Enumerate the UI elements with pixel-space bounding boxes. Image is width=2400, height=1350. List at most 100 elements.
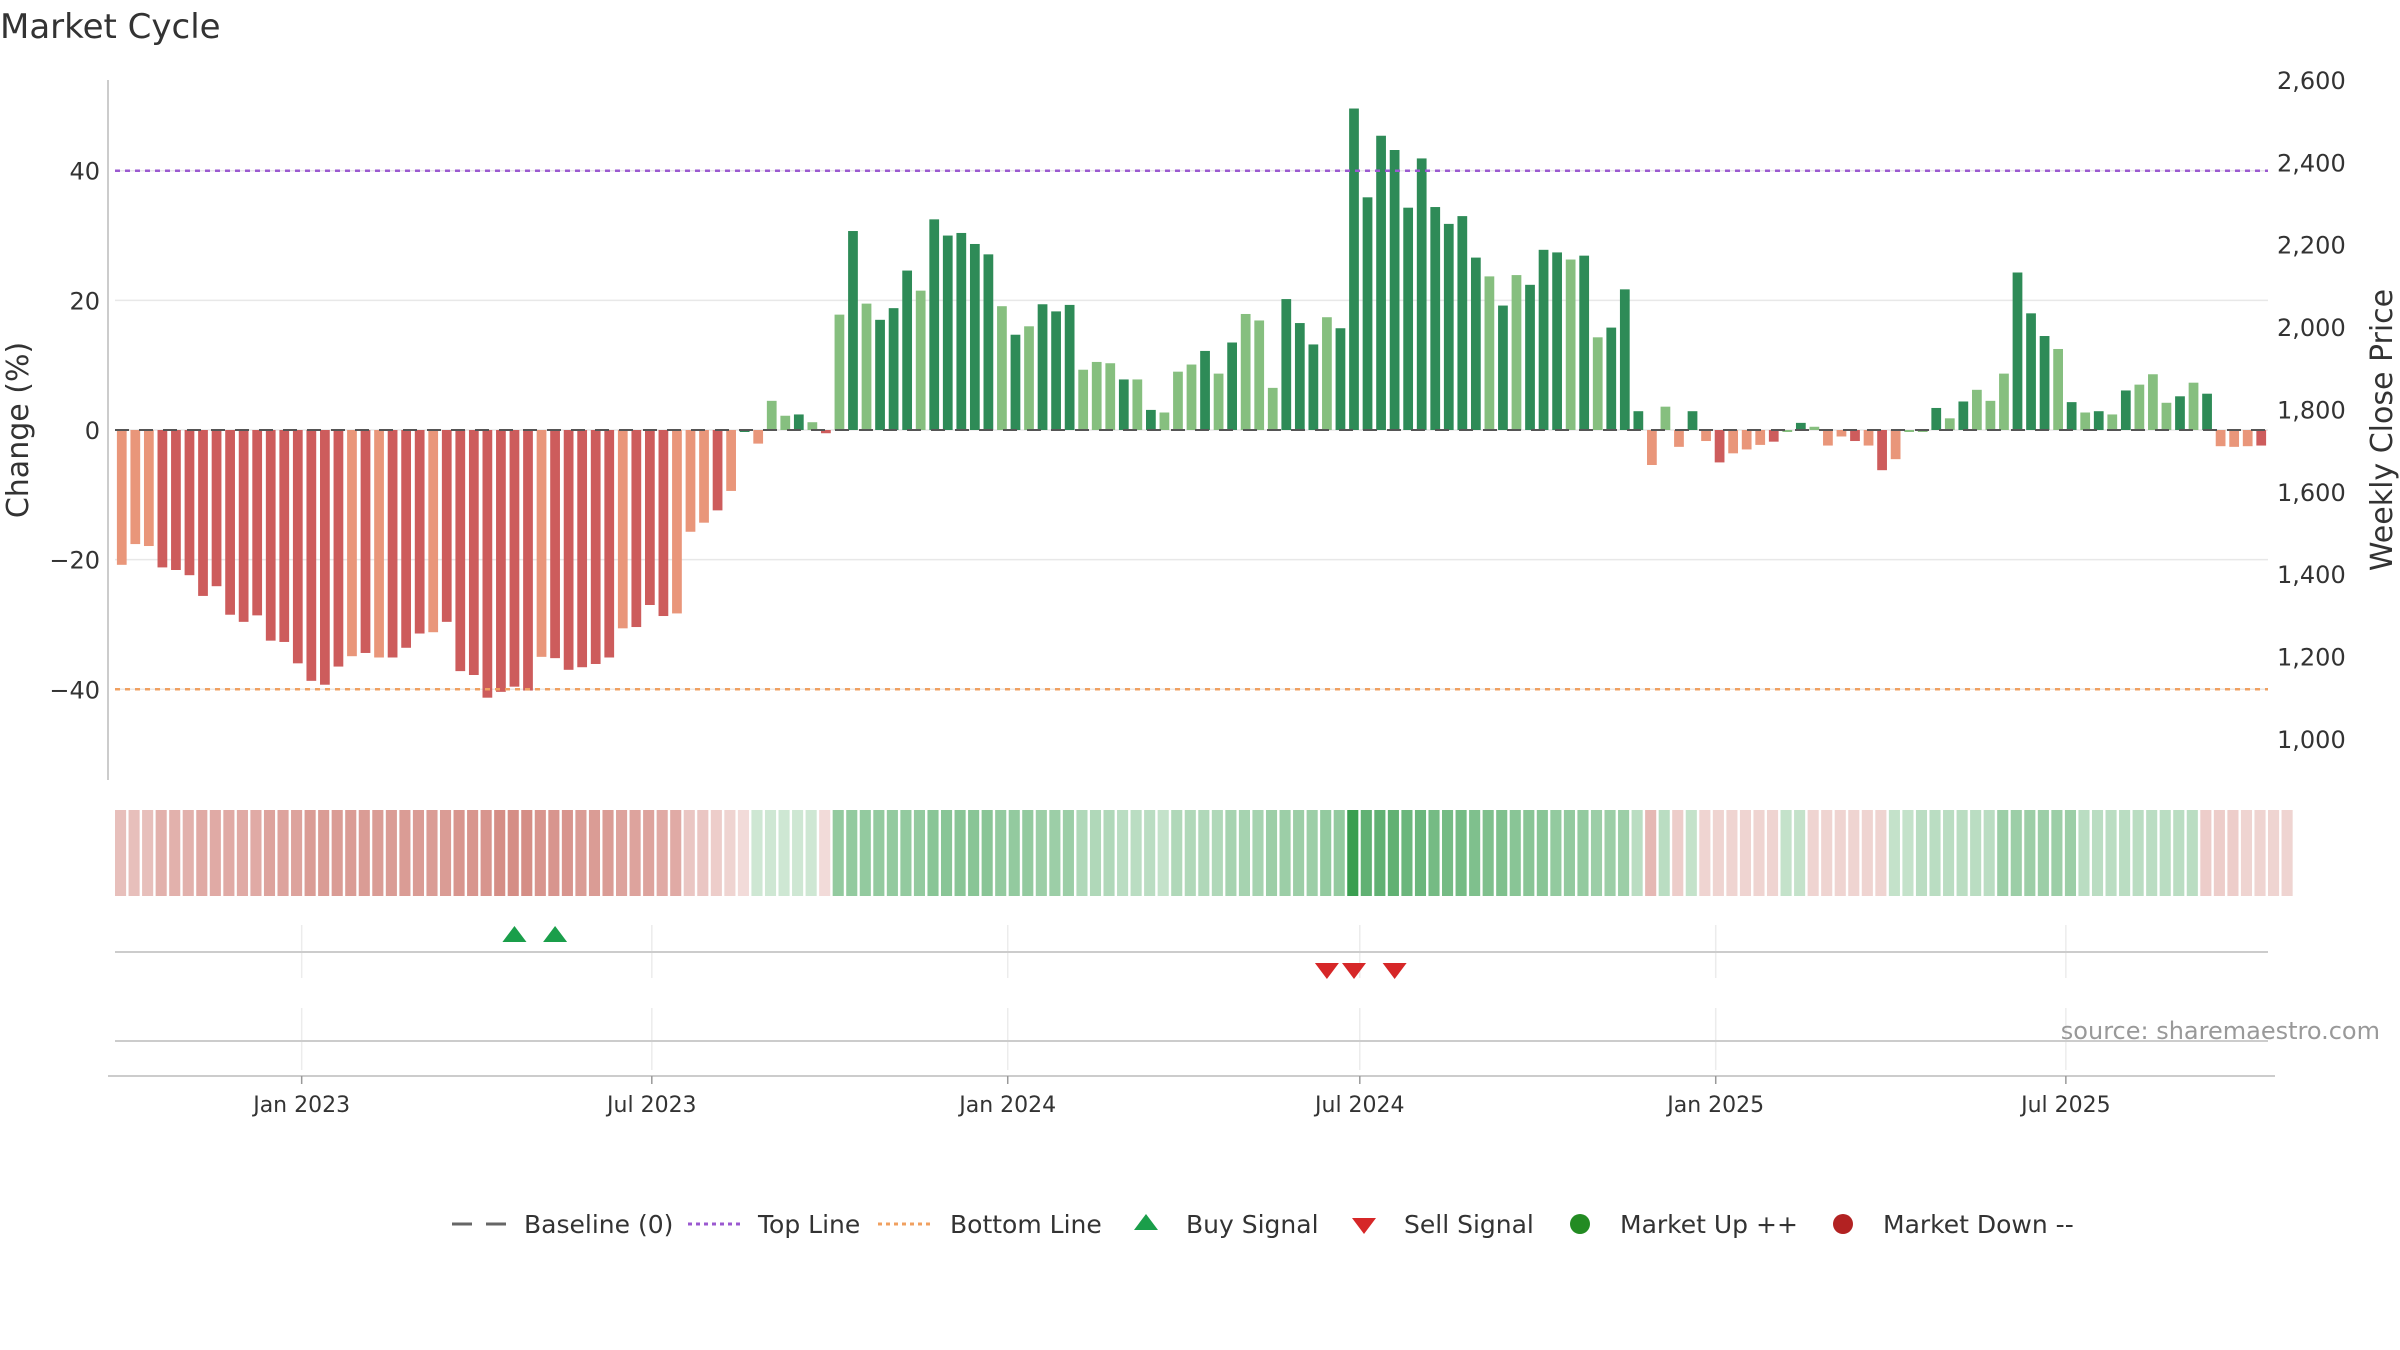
source-label: source: sharemaestro.com [2061, 1017, 2380, 1045]
strip-cell-76 [1144, 810, 1156, 896]
strip-cell-65 [995, 810, 1007, 896]
market-down-circle-icon [1833, 1214, 1853, 1234]
strip-cell-128 [1848, 810, 1860, 896]
strip-cell-15 [318, 810, 330, 896]
bar-67 [1024, 326, 1034, 430]
strip-cell-114 [1658, 810, 1670, 896]
bar-156 [2229, 430, 2240, 447]
strip-cell-21 [399, 810, 411, 896]
bar-92 [1362, 197, 1373, 430]
strip-cell-0 [115, 810, 127, 896]
bar-122 [1768, 430, 1779, 442]
strip-cell-138 [1983, 810, 1995, 896]
bar-105 [1538, 249, 1549, 430]
bar-44 [712, 430, 723, 511]
bar-51 [807, 422, 818, 430]
strip-cell-130 [1875, 810, 1887, 896]
bar-10 [252, 430, 263, 616]
strip-cell-115 [1672, 810, 1684, 896]
bar-45 [726, 430, 736, 491]
strength-strip [115, 810, 2293, 896]
bar-1 [130, 430, 141, 545]
strip-cell-50 [792, 810, 804, 896]
bar-31 [536, 430, 547, 657]
strip-cell-151 [2159, 810, 2171, 896]
bar-80 [1200, 350, 1210, 430]
bar-150 [2148, 374, 2158, 430]
bar-30 [523, 430, 533, 691]
bar-146 [2093, 411, 2104, 430]
strip-cell-112 [1631, 810, 1643, 896]
x-tick-label-0: Jan 2023 [251, 1093, 350, 1118]
strip-cell-108 [1577, 810, 1589, 896]
legend-bottom-line: Bottom Line [878, 1210, 1102, 1239]
y2-ticks: 2,600 2,400 2,200 2,000 1,800 1,600 1,400 1,200… [2277, 67, 2346, 754]
strip-cell-54 [846, 810, 858, 896]
bar-56 [875, 319, 885, 430]
strip-cell-140 [2010, 810, 2022, 896]
strip-cell-7 [209, 810, 221, 896]
strip-cell-48 [764, 810, 777, 896]
chart-title: Market Cycle [0, 7, 221, 47]
bar-84 [1254, 320, 1265, 430]
bar-12 [279, 430, 290, 642]
bar-64 [983, 254, 994, 430]
strip-cell-132 [1902, 810, 1914, 896]
bar-0 [116, 430, 127, 565]
strip-cell-145 [2078, 810, 2090, 896]
x-tick-label-4: Jan 2025 [1665, 1093, 1764, 1118]
strip-cell-22 [412, 810, 425, 896]
strip-cell-142 [2037, 810, 2049, 896]
strip-cell-94 [1387, 810, 1399, 896]
legend-baseline: Baseline (0) [452, 1210, 673, 1239]
bar-9 [238, 430, 249, 622]
strip-cell-155 [2213, 810, 2225, 896]
strip-cell-153 [2186, 810, 2198, 896]
strip-cell-57 [886, 810, 898, 896]
bar-94 [1389, 150, 1400, 430]
strip-cell-68 [1035, 810, 1047, 896]
bar-47 [753, 430, 764, 444]
bar-55 [861, 303, 872, 430]
strip-cell-135 [1943, 810, 1955, 896]
bar-74 [1118, 379, 1129, 430]
bar-32 [550, 430, 560, 659]
y2-tick-label-4: 1,800 [2277, 396, 2346, 424]
strip-cell-14 [304, 810, 316, 896]
bar-13 [292, 430, 303, 664]
strip-cell-149 [2132, 810, 2144, 896]
strip-cell-16 [331, 810, 343, 896]
y2-axis-title: Weekly Close Price [2365, 289, 2400, 571]
strip-cell-49 [778, 810, 790, 896]
x-tick-label-2: Jan 2024 [957, 1093, 1056, 1118]
bar-127 [1836, 430, 1847, 437]
strip-cell-143 [2051, 810, 2063, 896]
bar-25 [455, 430, 466, 672]
bar-8 [225, 430, 235, 615]
bar-124 [1795, 422, 1806, 430]
strip-cell-34 [575, 810, 587, 896]
strip-cell-61 [940, 810, 953, 896]
bar-75 [1132, 379, 1143, 430]
strip-cell-99 [1455, 810, 1467, 896]
bar-50 [793, 414, 804, 430]
strip-cell-2 [142, 810, 154, 896]
strip-cell-35 [588, 810, 601, 896]
strip-cell-107 [1563, 810, 1575, 896]
bar-21 [401, 430, 412, 648]
y2-tick-label-5: 1,600 [2277, 479, 2346, 507]
legend-baseline-label: Baseline (0) [524, 1210, 673, 1239]
legend-top-line: Top Line [688, 1210, 860, 1239]
market-panel [300, 1008, 2067, 1070]
strip-cell-117 [1699, 810, 1711, 896]
bar-18 [360, 430, 371, 653]
bar-128 [1850, 430, 1860, 442]
bar-134 [1931, 407, 1942, 430]
bar-85 [1267, 387, 1278, 430]
y-tick-label-4: −40 [49, 676, 100, 704]
bar-152 [2175, 396, 2185, 430]
bar-99 [1457, 216, 1468, 430]
strip-cell-89 [1320, 810, 1332, 896]
y-tick-label-3: −20 [49, 547, 100, 575]
bar-101 [1484, 276, 1495, 430]
